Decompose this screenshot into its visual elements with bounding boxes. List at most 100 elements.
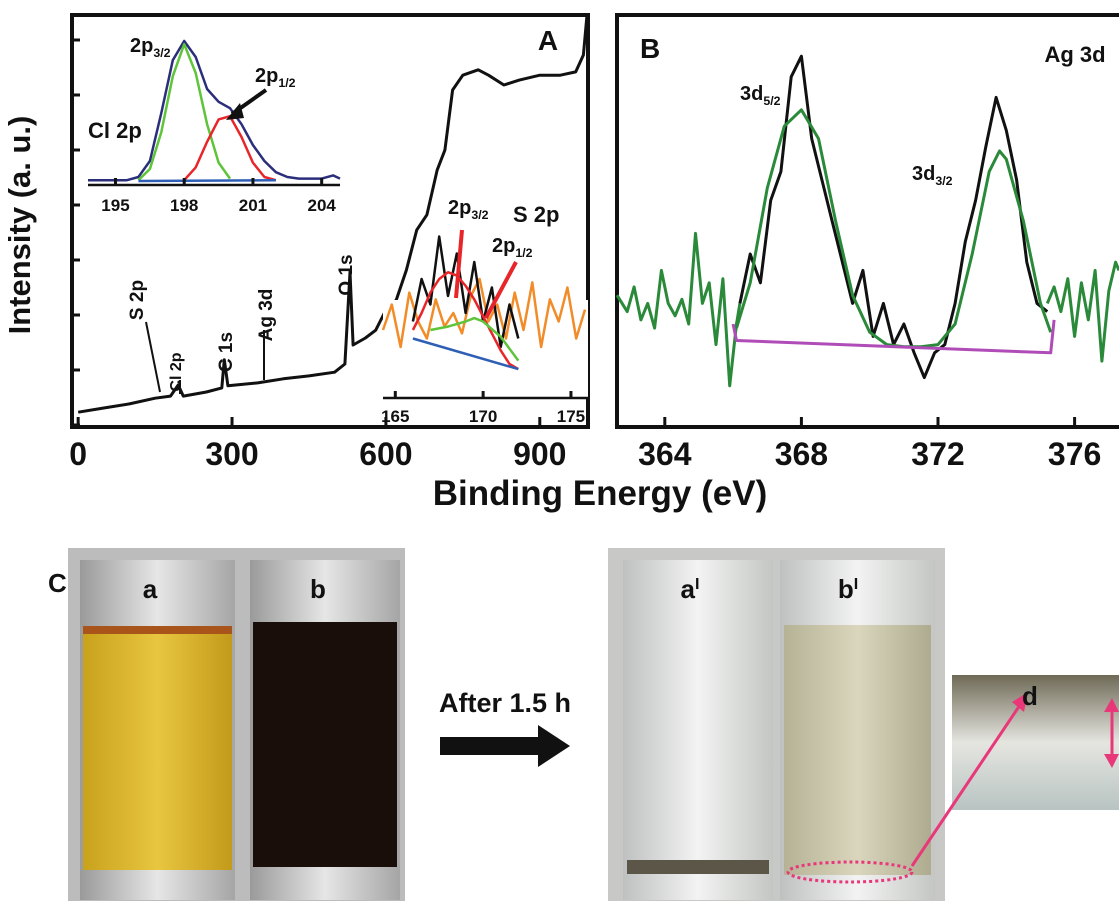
annotation-text: B — [640, 33, 660, 64]
vial-meniscus — [83, 626, 232, 634]
height-marker-head — [1104, 698, 1119, 712]
annotation: 2p3/2 — [448, 197, 489, 222]
annotation: 2p1/2 — [255, 65, 296, 90]
annotation-subscript: 5/2 — [763, 94, 780, 108]
process-arrowhead — [538, 725, 570, 767]
annotation-text: S 2p — [513, 202, 559, 227]
annotation: A — [538, 25, 558, 56]
height-marker-head — [1104, 754, 1119, 768]
annotation: S 2p — [513, 202, 559, 227]
annotation: 2p1/2 — [492, 235, 533, 260]
panel-label: C — [48, 568, 67, 598]
annotation: C 1s — [216, 332, 237, 372]
y-axis-label: Intensity (a. u.) — [2, 116, 37, 335]
zoom-label: d — [1022, 681, 1038, 711]
x-tick-label: 376 — [1048, 436, 1101, 472]
series-line — [412, 337, 519, 371]
annotation-text: Ag 3d — [1044, 42, 1105, 67]
annotation-subscript: 1/2 — [278, 76, 295, 90]
annotation-text: 3d — [740, 83, 763, 105]
x-tick-label: 900 — [513, 436, 566, 472]
series-line — [738, 54, 1049, 380]
annotation-arrow — [454, 229, 464, 299]
x-tick-label: 195 — [101, 196, 129, 215]
x-tick-label: 198 — [170, 196, 198, 215]
series-line — [411, 235, 520, 349]
annotation: 3d3/2 — [912, 163, 953, 188]
annotation-subscript: 3/2 — [471, 208, 488, 222]
annotation: B — [640, 33, 660, 64]
annotation-arrow — [145, 321, 161, 393]
x-tick-label: 0 — [69, 436, 87, 472]
annotation-subscript: 1/2 — [515, 246, 532, 260]
annotation: bI — [838, 574, 858, 604]
series-line — [731, 319, 1056, 355]
zoom-arrow — [910, 701, 1024, 867]
plot-frame — [615, 13, 1119, 429]
process-arrow — [440, 737, 540, 755]
annotation-superscript: I — [695, 575, 699, 593]
annotation-text: Cl 2p — [88, 118, 142, 143]
annotation-text: 2p — [255, 65, 278, 87]
vial-liquid — [253, 622, 397, 867]
highlight-ellipse — [786, 860, 914, 884]
annotation-text: 2p — [448, 197, 471, 219]
annotation: O 1s — [336, 254, 357, 295]
annotation-text: 3d — [912, 163, 935, 185]
annotation-text: 2p — [130, 35, 153, 57]
annotation-arrow — [484, 261, 518, 319]
series-line — [381, 277, 587, 349]
x-tick-label: 170 — [469, 407, 497, 426]
annotation-arrowhead — [226, 103, 244, 120]
x-tick-label: 372 — [911, 436, 964, 472]
vial-liquid — [784, 625, 931, 875]
plot-frame — [70, 13, 590, 429]
series-line — [88, 39, 341, 182]
zoom-arrowhead — [1012, 692, 1028, 712]
x-tick-label: 201 — [239, 196, 267, 215]
annotation: S 2p — [127, 280, 148, 320]
annotation: b — [310, 574, 326, 604]
annotation-text: a — [681, 574, 696, 604]
sediment — [627, 860, 769, 874]
series-line — [411, 270, 519, 371]
annotation-text: b — [838, 574, 854, 604]
panel-c-photos — [68, 548, 1119, 901]
annotation-text: 2p — [492, 235, 515, 257]
annotation-text: Cl 2p — [168, 352, 185, 391]
series-line — [77, 14, 589, 414]
annotation: Ag 3d — [1044, 42, 1105, 67]
annotation: Ag 3d — [256, 289, 277, 342]
x-tick-label: 175 — [557, 407, 585, 426]
x-axis-label: Binding Energy (eV) — [433, 474, 767, 513]
series-line — [137, 42, 232, 182]
x-tick-label: 165 — [381, 407, 409, 426]
annotation: a — [143, 574, 158, 604]
annotation-text: A — [538, 25, 558, 56]
x-tick-label: 204 — [307, 196, 336, 215]
series-line — [615, 231, 1119, 388]
annotation: 3d5/2 — [740, 83, 781, 108]
annotation: Cl 2p — [88, 118, 142, 143]
x-tick-label: 364 — [638, 436, 692, 472]
x-tick-label: 600 — [359, 436, 412, 472]
annotation-subscript: 3/2 — [153, 46, 170, 60]
annotation-text: O 1s — [336, 254, 357, 295]
annotation-text: a — [143, 574, 158, 604]
annotation: aI — [681, 574, 700, 604]
annotation-text: b — [310, 574, 326, 604]
annotation-text: C 1s — [216, 332, 237, 372]
vial — [623, 560, 773, 900]
annotation: Cl 2p — [168, 352, 185, 391]
x-tick-label: 368 — [775, 436, 828, 472]
vial-liquid — [83, 630, 232, 870]
annotation-subscript: 3/2 — [935, 174, 952, 188]
annotation-text: Ag 3d — [256, 289, 277, 342]
x-tick-label: 300 — [205, 436, 258, 472]
annotation: 2p3/2 — [130, 35, 171, 60]
annotation-text: S 2p — [127, 280, 148, 320]
series-line — [138, 178, 276, 183]
annotation-superscript: I — [854, 575, 858, 593]
series-line — [430, 316, 520, 362]
